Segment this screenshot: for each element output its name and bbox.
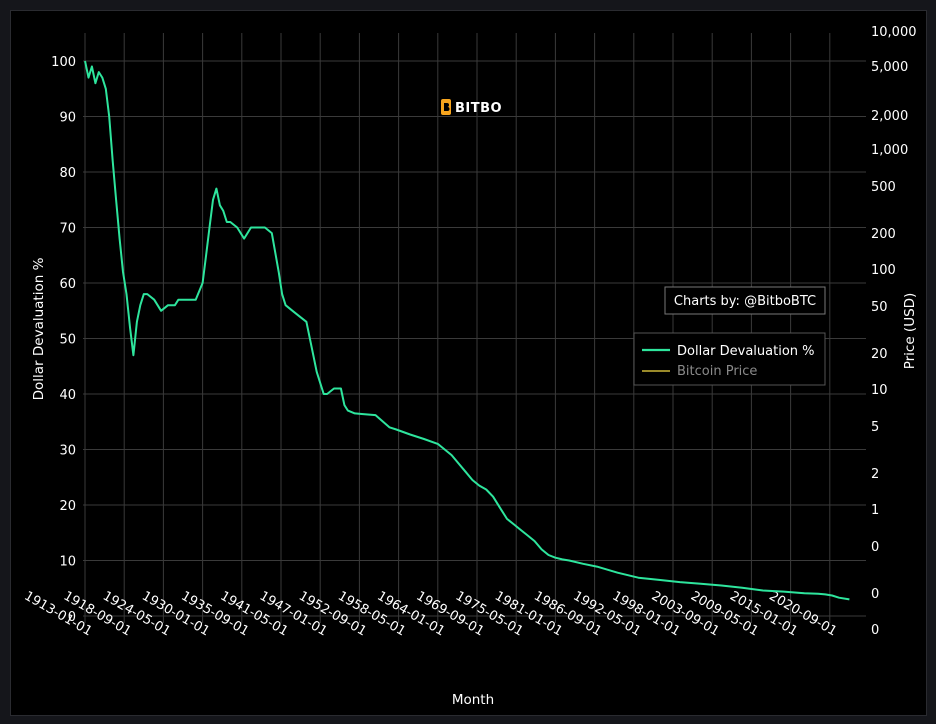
series-line-0 bbox=[84, 60, 850, 601]
y-tick-label: 40 bbox=[59, 388, 76, 403]
bitbo-coin-icon bbox=[441, 99, 451, 115]
legend: Dollar Devaluation % Bitcoin Price bbox=[633, 332, 826, 386]
legend-item-dollar-devaluation[interactable]: Dollar Devaluation % bbox=[642, 344, 815, 359]
x-axis-ticks: 1913-01-011918-09-011924-05-011930-01-01… bbox=[22, 589, 840, 640]
y2-tick-label: 500 bbox=[871, 180, 896, 195]
legend-label-dollar-devaluation: Dollar Devaluation % bbox=[677, 344, 815, 359]
y2-tick-label: 20 bbox=[871, 347, 888, 362]
y-tick-label: 30 bbox=[59, 444, 76, 459]
credit-box: Charts by: @BitboBTC bbox=[664, 286, 826, 315]
y2-tick-label: 200 bbox=[871, 227, 896, 242]
y-tick-label: 60 bbox=[59, 277, 76, 292]
y2-tick-label: 2,000 bbox=[871, 109, 908, 124]
y2-tick-label: 10 bbox=[871, 383, 888, 398]
y-tick-label: 10 bbox=[59, 555, 76, 570]
credit-text: Charts by: @BitboBTC bbox=[674, 294, 816, 309]
y-axis-title: Dollar Devaluation % bbox=[31, 257, 47, 400]
y2-tick-label: 0 bbox=[871, 540, 879, 555]
y2-tick-label: 2 bbox=[871, 467, 879, 482]
y2-tick-label: 1 bbox=[871, 503, 879, 518]
y2-tick-label: 50 bbox=[871, 300, 888, 315]
y2-tick-label: 1,000 bbox=[871, 143, 908, 158]
y-tick-label: 90 bbox=[59, 111, 76, 126]
grid bbox=[83, 33, 866, 623]
x-axis-title: Month bbox=[452, 692, 494, 708]
legend-label-bitcoin-price: Bitcoin Price bbox=[677, 364, 757, 379]
y-axis-ticks: 0 10 20 30 40 50 60 70 80 90 100 bbox=[51, 55, 76, 625]
brand-logo-text: BITBO bbox=[455, 101, 502, 116]
y2-tick-label: 0 bbox=[871, 587, 879, 602]
bitbo-logo: BITBO bbox=[441, 99, 502, 116]
y2-tick-label: 100 bbox=[871, 263, 896, 278]
y-tick-label: 20 bbox=[59, 499, 76, 514]
legend-item-bitcoin-price[interactable]: Bitcoin Price bbox=[642, 364, 757, 379]
y2-axis-title: Price (USD) bbox=[902, 293, 918, 370]
y2-tick-label: 0 bbox=[871, 623, 879, 638]
series-lines bbox=[84, 60, 850, 601]
y-tick-label: 80 bbox=[59, 166, 76, 181]
y-tick-label: 100 bbox=[51, 55, 76, 70]
y-tick-label: 50 bbox=[59, 333, 76, 348]
y2-axis-ticks: 10,0005,0002,0001,0005002001005020105210… bbox=[871, 25, 917, 638]
y-tick-label: 0 bbox=[68, 610, 76, 625]
y2-tick-label: 5 bbox=[871, 420, 879, 435]
y2-tick-label: 10,000 bbox=[871, 25, 917, 40]
y-tick-label: 70 bbox=[59, 222, 76, 237]
y2-tick-label: 5,000 bbox=[871, 60, 908, 75]
